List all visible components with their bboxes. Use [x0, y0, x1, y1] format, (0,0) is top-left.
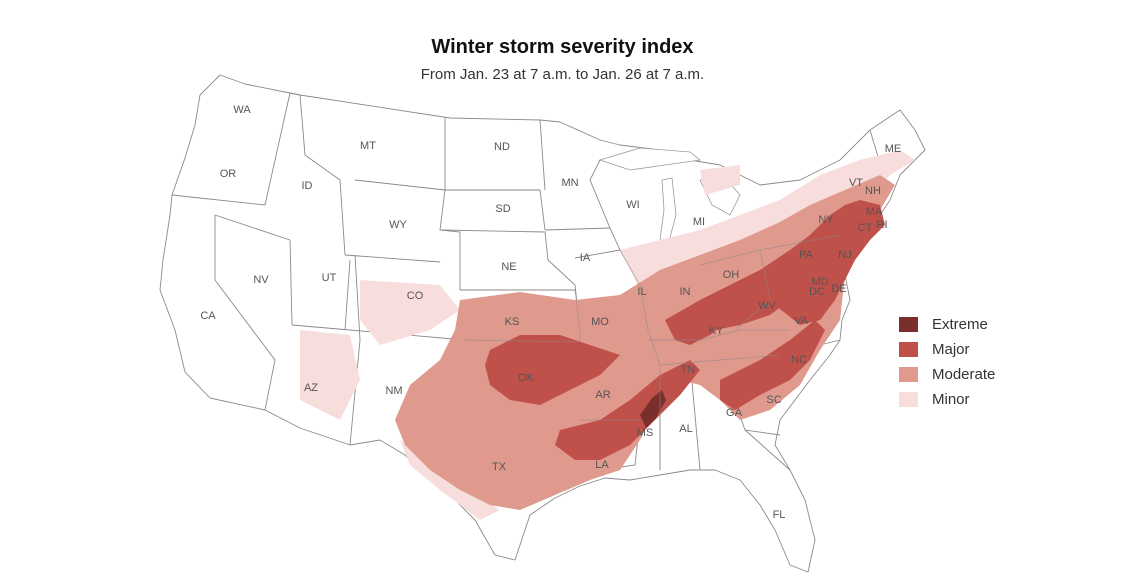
state-label-co: CO: [407, 290, 424, 302]
legend-item-minor: Minor: [899, 387, 995, 412]
state-label-nd: ND: [494, 141, 510, 153]
state-label-sc: SC: [766, 394, 781, 406]
lake-superior: [598, 147, 701, 171]
state-label-ct: CT: [858, 222, 873, 234]
state-label-ma: MA: [866, 206, 883, 218]
state-label-wi: WI: [626, 199, 639, 211]
legend-item-major: Major: [899, 337, 995, 362]
map-title: Winter storm severity index: [431, 36, 694, 58]
state-label-la: LA: [595, 459, 609, 471]
state-labels: WA OR CA ID NV MT WY UT AZ CO NM ND SD N…: [200, 104, 901, 521]
legend-label-moderate: Moderate: [932, 366, 996, 383]
severity-extreme-areas: [640, 390, 666, 428]
severity-moderate-areas: [395, 175, 895, 510]
legend-item-moderate: Moderate: [899, 362, 995, 387]
state-label-vt: VT: [849, 177, 863, 189]
state-label-il: IL: [637, 286, 646, 298]
state-label-nj: NJ: [838, 249, 851, 261]
legend-swatch-major: [899, 342, 918, 357]
state-label-ny: NY: [818, 214, 834, 226]
state-label-ms: MS: [637, 427, 654, 439]
severity-legend: Extreme Major Moderate Minor: [899, 312, 995, 412]
state-label-ar: AR: [595, 389, 610, 401]
state-label-de: DE: [831, 283, 846, 295]
state-label-nc: NC: [791, 354, 807, 366]
map-subtitle: From Jan. 23 at 7 a.m. to Jan. 26 at 7 a…: [420, 66, 705, 83]
legend-swatch-minor: [899, 392, 918, 407]
legend-swatch-moderate: [899, 367, 918, 382]
state-label-me: ME: [885, 143, 902, 155]
state-label-mt: MT: [360, 140, 376, 152]
state-label-ga: GA: [726, 407, 743, 419]
state-label-sd: SD: [495, 203, 510, 215]
state-label-mi: MI: [693, 216, 705, 228]
legend-swatch-extreme: [899, 317, 918, 332]
state-label-fl: FL: [773, 509, 786, 521]
legend-item-extreme: Extreme: [899, 312, 995, 337]
state-label-wv: WV: [758, 300, 776, 312]
state-label-nv: NV: [253, 274, 269, 286]
state-label-al: AL: [679, 423, 692, 435]
state-label-in: IN: [680, 286, 691, 298]
state-label-mo: MO: [591, 316, 609, 328]
state-label-oh: OH: [723, 269, 740, 281]
state-label-nh: NH: [865, 185, 881, 197]
severity-layer: [300, 150, 915, 520]
state-label-ca: CA: [200, 310, 216, 322]
state-borders-overlay: [460, 234, 841, 470]
state-label-va: VA: [794, 315, 809, 327]
state-label-id: ID: [302, 180, 313, 192]
state-label-mn: MN: [561, 177, 578, 189]
state-label-pa: PA: [799, 249, 814, 261]
state-label-az: AZ: [304, 382, 318, 394]
legend-label-minor: Minor: [932, 391, 970, 408]
state-label-ky: KY: [709, 325, 724, 337]
state-label-md: MD: [811, 276, 828, 288]
state-label-dc: DC: [809, 286, 825, 298]
state-label-tn: TN: [681, 364, 696, 376]
state-label-nm: NM: [385, 385, 402, 397]
state-label-ks: KS: [505, 316, 520, 328]
state-label-ne: NE: [501, 261, 516, 273]
state-label-ut: UT: [322, 272, 337, 284]
state-label-tx: TX: [492, 461, 507, 473]
legend-label-major: Major: [932, 341, 970, 358]
state-label-wy: WY: [389, 219, 407, 231]
state-label-or: OR: [220, 168, 237, 180]
severity-major-areas: [485, 200, 885, 460]
state-label-ri: RI: [877, 219, 888, 231]
legend-label-extreme: Extreme: [932, 316, 988, 333]
state-label-ok: OK: [518, 372, 535, 384]
state-label-wa: WA: [233, 104, 251, 116]
state-label-ia: IA: [580, 252, 591, 264]
